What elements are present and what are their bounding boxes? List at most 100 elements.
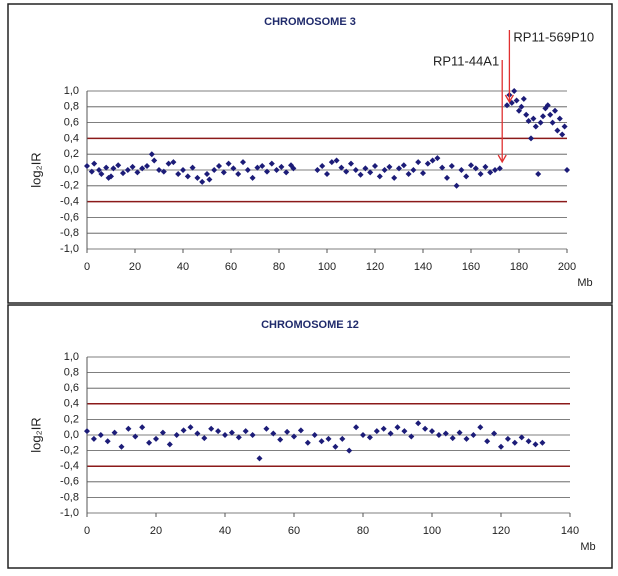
data-point (435, 432, 442, 438)
data-point (129, 163, 136, 170)
data-point (518, 103, 525, 110)
x-axis-label: Mb (580, 541, 595, 553)
y-tick-label: -0,4 (60, 196, 79, 208)
data-point (297, 427, 304, 434)
data-point (225, 160, 232, 167)
y-tick-label: -1,0 (60, 507, 79, 519)
data-point (249, 432, 256, 438)
data-point (487, 169, 494, 176)
data-point (391, 174, 398, 181)
data-point (180, 427, 187, 434)
data-point (387, 430, 394, 437)
data-point (96, 167, 102, 173)
data-point (90, 435, 97, 442)
data-point (222, 432, 228, 438)
data-point (401, 428, 408, 435)
data-point (120, 170, 126, 177)
data-point (278, 163, 285, 170)
x-tick-label: 180 (510, 261, 528, 273)
data-point (170, 159, 177, 166)
data-point (498, 443, 504, 450)
x-tick-label: 140 (414, 261, 432, 273)
data-point (367, 169, 374, 176)
data-point (311, 432, 318, 438)
data-point (470, 432, 477, 438)
data-point (544, 102, 551, 109)
data-point (366, 434, 373, 441)
data-point (424, 160, 431, 167)
data-point (91, 160, 98, 167)
data-point (273, 167, 280, 173)
data-point (304, 439, 311, 446)
data-point (410, 167, 417, 173)
panel-frame (7, 3, 613, 304)
data-point (263, 425, 270, 432)
x-axis-label: Mb (577, 277, 592, 289)
data-point (254, 164, 261, 171)
data-point (199, 178, 206, 185)
data-point (496, 165, 503, 172)
data-point (290, 165, 297, 172)
chart-title: CHROMOSOME 3 (264, 16, 356, 28)
x-tick-label: 40 (219, 525, 231, 537)
y-tick-label: 0,2 (64, 413, 79, 425)
y-tick-label: -0,8 (60, 227, 79, 239)
data-point (491, 430, 498, 437)
data-point (442, 430, 449, 437)
data-point (194, 430, 201, 437)
data-point (400, 162, 407, 169)
y-tick-label: -0,6 (60, 211, 79, 223)
data-point (283, 169, 290, 176)
data-point (115, 162, 122, 169)
data-point (386, 163, 393, 170)
data-point (518, 434, 525, 441)
data-point (110, 165, 117, 172)
data-point (463, 173, 470, 180)
data-point (98, 170, 105, 177)
data-point (184, 173, 191, 180)
data-point (357, 171, 364, 178)
data-point (472, 165, 479, 172)
x-tick-label: 100 (318, 261, 336, 273)
data-point (228, 429, 235, 436)
data-point (318, 438, 325, 445)
data-point (346, 447, 353, 454)
y-tick-label: 1,0 (64, 85, 79, 97)
data-point (444, 174, 450, 181)
x-tick-label: 120 (492, 525, 510, 537)
x-tick-label: 20 (129, 261, 141, 273)
data-point (132, 433, 139, 440)
data-point (277, 436, 284, 443)
data-point (235, 434, 242, 441)
data-point (88, 168, 95, 175)
data-point (348, 160, 354, 167)
data-point (516, 107, 522, 114)
data-point (125, 425, 132, 432)
data-point (144, 163, 150, 170)
data-point (434, 155, 441, 162)
data-point (422, 425, 429, 432)
data-point (405, 170, 412, 177)
y-tick-label: 0,8 (64, 367, 79, 379)
data-point (84, 428, 90, 435)
y-tick-label: 0,6 (64, 382, 79, 394)
data-point (408, 433, 415, 440)
data-point (156, 167, 162, 173)
y-tick-label: 1,0 (64, 351, 79, 363)
data-point (415, 159, 422, 166)
data-point (523, 111, 530, 118)
data-point (153, 435, 159, 442)
data-point (360, 432, 366, 438)
data-point (189, 164, 196, 171)
data-point (264, 168, 270, 175)
data-point (492, 167, 498, 173)
x-tick-label: 60 (288, 525, 300, 537)
chart-title: CHROMOSOME 12 (261, 319, 359, 331)
data-point (244, 167, 251, 173)
data-point (134, 169, 141, 176)
data-point (111, 429, 118, 436)
data-point (194, 174, 201, 181)
data-point (373, 428, 380, 435)
data-point (180, 167, 186, 173)
data-point (458, 167, 465, 173)
